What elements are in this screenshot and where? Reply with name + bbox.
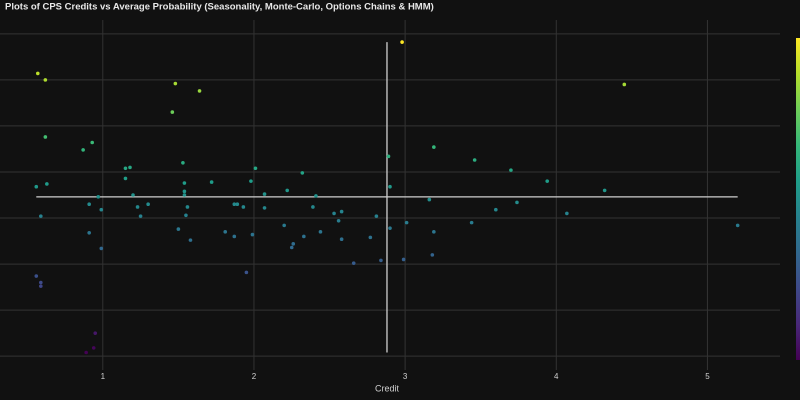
scatter-point — [197, 89, 202, 93]
scatter-point — [99, 207, 104, 212]
scatter-point — [232, 202, 237, 207]
scatter-point — [300, 171, 305, 175]
scatter-point — [45, 182, 49, 186]
scatter-point — [602, 188, 607, 193]
scatter-point — [285, 188, 290, 193]
scatter-point — [123, 166, 128, 171]
scatter-point — [35, 71, 40, 76]
scatter-point — [250, 232, 255, 237]
scatter-point — [131, 193, 135, 197]
scatter-point — [314, 194, 318, 198]
scatter-point — [181, 160, 185, 165]
scatter-point — [432, 230, 436, 234]
scatter-point — [90, 140, 95, 145]
x-axis-label: Credit — [375, 383, 400, 393]
scatter-point — [93, 331, 98, 335]
scatter-point — [515, 200, 519, 205]
scatter-point — [249, 179, 253, 183]
scatter-point — [173, 81, 178, 86]
scatter-point — [241, 205, 246, 209]
scatter-point — [128, 165, 132, 170]
scatter-point — [509, 168, 513, 172]
scatter-point — [146, 202, 150, 207]
scatter-point — [386, 154, 391, 159]
scatter-point — [176, 227, 181, 231]
scatter-point — [262, 206, 267, 210]
x-tick-label: 3 — [403, 372, 408, 381]
scatter-point — [374, 214, 379, 218]
scatter-point — [318, 230, 323, 234]
scatter-point — [430, 253, 435, 257]
scatter-point — [39, 280, 43, 285]
scatter-point — [311, 205, 315, 209]
x-tick-label: 4 — [554, 372, 559, 381]
scatter-point — [170, 110, 175, 114]
scatter-point — [351, 261, 356, 265]
scatter-point — [400, 40, 404, 44]
scatter-point — [388, 226, 392, 230]
scatter-point — [84, 350, 88, 355]
scatter-point — [87, 230, 91, 235]
scatter-point — [188, 238, 193, 242]
scatter-point — [182, 189, 187, 194]
scatter-point — [235, 202, 240, 207]
scatter-point — [472, 158, 477, 162]
scatter-point — [182, 181, 187, 185]
scatter-point — [182, 193, 187, 197]
scatter-point — [99, 246, 104, 251]
scatter-point — [34, 184, 39, 189]
scatter-point — [39, 214, 43, 218]
scatter-point — [39, 284, 43, 288]
scatter-point — [469, 220, 474, 225]
scatter-point — [43, 78, 48, 82]
chart-title: Plots of CPS Credits vs Average Probabil… — [5, 2, 434, 13]
scatter-point — [332, 211, 336, 216]
scatter-point — [494, 207, 498, 212]
scatter-point — [432, 145, 436, 149]
scatter-point — [262, 192, 267, 196]
scatter-point — [232, 234, 237, 239]
scatter-point — [336, 218, 341, 223]
scatter-point — [91, 346, 96, 350]
scatter-point — [339, 237, 344, 242]
scatter-point — [43, 135, 48, 139]
scatter-point — [244, 270, 249, 275]
scatter-point — [404, 220, 409, 225]
scatter-point — [138, 214, 143, 218]
scatter-point — [184, 213, 188, 218]
scatter-point — [427, 197, 432, 202]
x-tick-label: 5 — [705, 372, 710, 381]
scatter-point — [622, 82, 627, 87]
scatter-point — [302, 234, 306, 239]
scatter-point — [565, 211, 569, 216]
scatter-point — [123, 176, 128, 181]
scatter-point — [185, 205, 190, 209]
scatter-point — [368, 235, 373, 240]
x-tick-label: 2 — [252, 372, 257, 381]
colorbar — [796, 38, 800, 360]
scatter-point — [96, 195, 101, 199]
scatter-point — [87, 202, 91, 207]
scatter-point — [209, 180, 214, 184]
scatter-point — [388, 184, 392, 189]
scatter-point — [289, 245, 294, 250]
scatter-point — [253, 166, 258, 171]
scatter-point — [34, 274, 39, 278]
scatter-point — [339, 209, 344, 214]
scatter-point — [81, 148, 85, 152]
scatter-point — [291, 242, 296, 246]
scatter-point — [282, 223, 286, 228]
scatter-point — [223, 230, 228, 234]
scatter-point — [379, 258, 383, 263]
scatter-point — [545, 179, 550, 183]
scatter-point — [135, 205, 140, 209]
scatter-point — [735, 223, 740, 228]
scatter-point — [401, 257, 406, 262]
x-tick-label: 1 — [101, 372, 106, 381]
